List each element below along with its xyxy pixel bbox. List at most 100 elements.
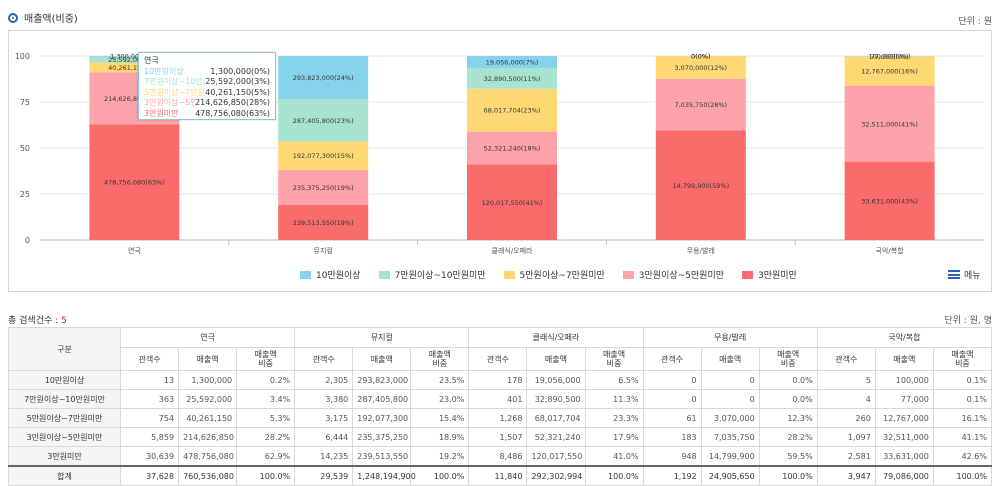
row-label: 5만원이상~7만원미만	[9, 409, 121, 428]
tooltip-series-name: 3만원이상~5만원미만	[144, 98, 195, 109]
table-cell: 13	[121, 371, 179, 390]
table-cell: 29,539	[295, 466, 353, 486]
search-count: 총 검색건수 : 5	[8, 313, 67, 326]
table-cell: 0.1%	[933, 390, 991, 409]
table-cell: 30,639	[121, 447, 179, 467]
data-label: 3,070,000(12%)	[674, 64, 727, 72]
table-cell: 18.9%	[411, 428, 469, 447]
table-cell: 28.2%	[237, 428, 295, 447]
legend-item[interactable]: 5만원이상~7만원미만	[504, 268, 605, 281]
table-column-header: 관객수	[817, 348, 875, 371]
legend-swatch	[379, 271, 390, 279]
table-group-header: 무용/발레	[643, 328, 817, 348]
table-unit-label: 단위 : 원, 명	[944, 313, 992, 326]
table-cell: 754	[121, 409, 179, 428]
data-label: 32,890,500(11%)	[484, 75, 541, 83]
table-cell: 1,268	[469, 409, 527, 428]
chart-legend: 10만원이상 7만원이상~10만원미만 5만원이상~7만원미만 3만원이상~5만원미만…	[300, 268, 797, 281]
table-cell: 68,017,704	[527, 409, 585, 428]
table-cell: 6,444	[295, 428, 353, 447]
table-column-header: 매출액	[179, 348, 237, 371]
table-cell: 4	[817, 390, 875, 409]
legend-item[interactable]: 7만원이상~10만원미만	[379, 268, 486, 281]
tooltip-series-value: 214,626,850(28%)	[195, 98, 270, 109]
table-cell: 19,056,000	[527, 371, 585, 390]
data-label: 235,375,250(19%)	[293, 184, 354, 192]
y-tick-label: 100	[15, 52, 30, 61]
legend-item[interactable]: 10만원이상	[300, 268, 361, 281]
table-cell: 3,175	[295, 409, 353, 428]
table-cell: 3,380	[295, 390, 353, 409]
tooltip-series-value: 40,261,150(5%)	[205, 88, 270, 99]
y-tick-label: 75	[20, 98, 30, 107]
table-cell: 293,823,000	[353, 371, 411, 390]
table-cell: 214,626,850	[179, 428, 237, 447]
data-label: 32,511,000(41%)	[861, 120, 918, 128]
table-cell: 0	[701, 371, 759, 390]
data-label: 100,000(0%)	[868, 53, 910, 61]
tooltip-row: 5만원이상~7만원미만40,261,150(5%)	[144, 88, 270, 99]
row-label: 10만원이상	[9, 371, 121, 390]
table-cell: 183	[643, 428, 701, 447]
data-label: 120,017,550(41%)	[482, 199, 543, 207]
table-cell: 40,261,150	[179, 409, 237, 428]
table-cell: 100.0%	[759, 466, 817, 486]
table-cell: 5,859	[121, 428, 179, 447]
table-cell: 24,905,650	[701, 466, 759, 486]
legend-label: 3만원이상~5만원미만	[639, 268, 724, 281]
table-cell: 32,890,500	[527, 390, 585, 409]
table-cell: 401	[469, 390, 527, 409]
table-group-header: 국악/복합	[817, 328, 991, 348]
table-cell: 3,947	[817, 466, 875, 486]
table-cell: 100,000	[875, 371, 933, 390]
data-label: 239,513,550(19%)	[293, 219, 354, 227]
table-cell: 0	[643, 371, 701, 390]
table-cell: 52,321,240	[527, 428, 585, 447]
tooltip-series-value: 478,756,080(63%)	[195, 109, 270, 120]
table-cell: 5.3%	[237, 409, 295, 428]
table-cell: 32,511,000	[875, 428, 933, 447]
data-label: 12,767,000(16%)	[861, 68, 918, 76]
table-column-header: 매출액	[701, 348, 759, 371]
legend-item[interactable]: 3만원미만	[742, 268, 797, 281]
table-column-header: 매출액	[875, 348, 933, 371]
table-cell: 14,235	[295, 447, 353, 467]
data-label: 478,756,080(63%)	[104, 179, 165, 187]
tooltip-series-value: 1,300,000(0%)	[210, 67, 270, 78]
table-cell: 3,070,000	[701, 409, 759, 428]
table-column-header: 관객수	[643, 348, 701, 371]
data-label: 68,017,704(23%)	[484, 107, 541, 115]
table-cell: 235,375,250	[353, 428, 411, 447]
table-cell: 12.3%	[759, 409, 817, 428]
table-cell: 0	[643, 390, 701, 409]
y-tick-label: 25	[20, 190, 30, 199]
table-cell: 3.4%	[237, 390, 295, 409]
table-cell: 120,017,550	[527, 447, 585, 467]
hamburger-menu-icon	[948, 270, 960, 279]
table-cell: 239,513,550	[353, 447, 411, 467]
tooltip-series-value: 25,592,000(3%)	[205, 77, 270, 88]
chart-menu-button[interactable]: 메뉴	[948, 268, 981, 281]
legend-item[interactable]: 3만원이상~5만원미만	[623, 268, 724, 281]
table-column-header: 관객수	[469, 348, 527, 371]
table-cell: 0	[701, 390, 759, 409]
legend-swatch	[300, 271, 311, 279]
menu-label: 메뉴	[964, 268, 981, 281]
y-tick-label: 0	[25, 236, 30, 245]
table-column-header: 관객수	[295, 348, 353, 371]
x-tick-label: 연극	[128, 247, 141, 255]
data-label: 293,823,000(24%)	[293, 74, 354, 82]
table-cell: 100.0%	[933, 466, 991, 486]
table-cell: 41.0%	[585, 447, 643, 467]
table-cell: 17.9%	[585, 428, 643, 447]
